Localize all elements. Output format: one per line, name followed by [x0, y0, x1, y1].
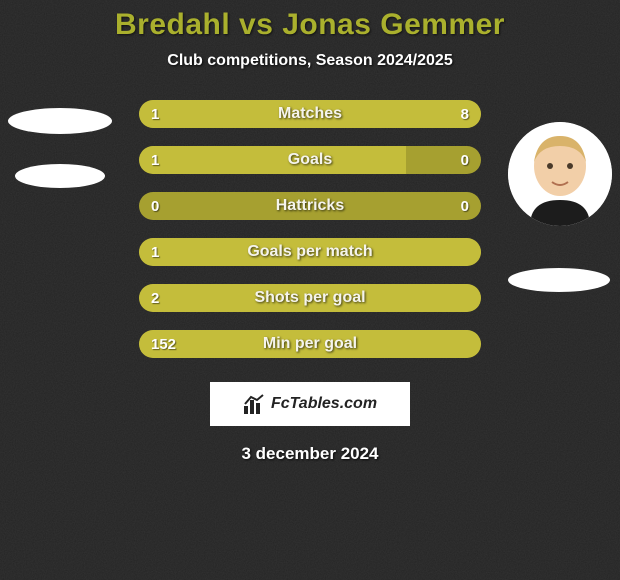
stat-value-left: 1: [151, 106, 159, 123]
stat-value-left: 1: [151, 244, 159, 261]
player-left-pill-1: [8, 108, 112, 134]
player-right-avatar: [508, 122, 612, 226]
stat-value-right: 8: [461, 106, 469, 123]
stat-value-right: 0: [461, 152, 469, 169]
stat-fill-left: [139, 284, 481, 312]
stat-label: Hattricks: [139, 197, 481, 215]
player-right-avatar-area: [508, 122, 612, 292]
player-left-pill-2: [15, 164, 105, 188]
stat-row-goals: 10Goals: [139, 146, 481, 174]
player-right-pill: [508, 268, 610, 292]
stat-fill-left: [139, 330, 481, 358]
stat-row-shots-per-goal: 2Shots per goal: [139, 284, 481, 312]
content-wrapper: Bredahl vs Jonas Gemmer Club competition…: [0, 0, 620, 580]
comparison-bars: 18Matches10Goals00Hattricks1Goals per ma…: [139, 100, 481, 358]
stat-row-min-per-goal: 152Min per goal: [139, 330, 481, 358]
player-right-face-icon: [508, 122, 612, 226]
brand-text: FcTables.com: [271, 395, 377, 413]
stat-row-hattricks: 0 0Hattricks: [139, 192, 481, 220]
date-line: 3 december 2024: [0, 444, 620, 464]
stat-fill-left: [139, 146, 406, 174]
subtitle: Club competitions, Season 2024/2025: [0, 52, 620, 70]
player-left-avatar-area: [8, 108, 112, 188]
page-title: Bredahl vs Jonas Gemmer: [0, 8, 620, 42]
stat-value-left: 1: [151, 152, 159, 169]
stat-value-left: 2: [151, 290, 159, 307]
stat-value-right: 0: [461, 198, 469, 215]
brand-box: FcTables.com: [210, 382, 410, 426]
stat-value-left: 0: [151, 198, 159, 215]
stat-row-matches: 18Matches: [139, 100, 481, 128]
brand-bars-icon: [243, 394, 265, 414]
stat-value-left: 152: [151, 336, 176, 353]
stat-row-goals-per-match: 1Goals per match: [139, 238, 481, 266]
stat-fill-left: [139, 238, 481, 266]
stat-fill-right: [177, 100, 481, 128]
